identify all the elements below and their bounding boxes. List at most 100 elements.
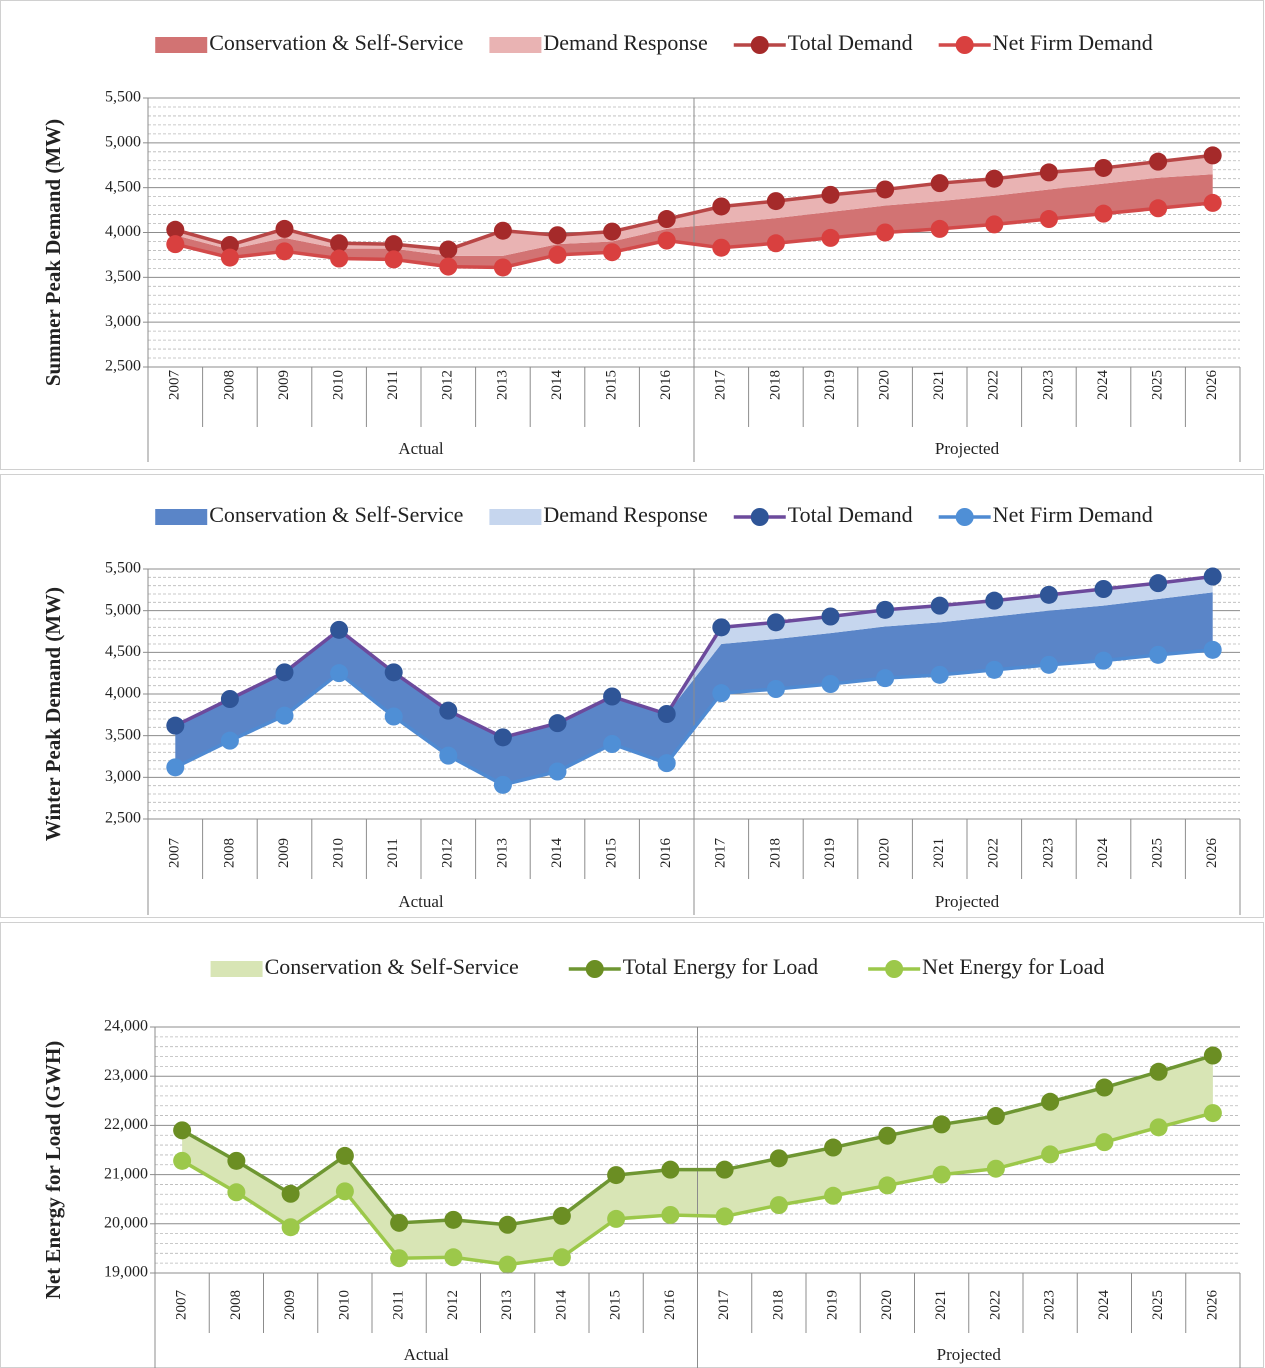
y-tick-label: 5,500 [105,89,141,106]
group-label: Projected [935,439,1000,458]
legend-swatch [155,37,208,53]
marker [173,1151,192,1170]
marker [766,192,785,211]
y-tick-label: 4,000 [105,685,141,702]
marker [1095,1133,1114,1152]
marker [876,223,895,242]
marker [712,618,731,637]
marker [1149,199,1168,218]
marker [1203,146,1222,165]
marker [390,1213,409,1232]
x-tick-label: 2013 [494,370,510,400]
marker [1039,655,1058,674]
marker [1203,193,1222,212]
marker [498,1215,517,1234]
x-tick-label: 2021 [933,1290,949,1320]
marker [769,1149,788,1168]
marker [930,219,949,238]
legend-label: Total Energy for Load [623,954,818,979]
x-tick-label: 2021 [931,838,947,868]
marker [1094,158,1113,177]
marker [493,221,512,240]
x-tick-label: 2011 [385,838,401,867]
x-tick-label: 2010 [331,838,347,868]
marker [766,613,785,632]
legend-label: Conservation & Self-Service [209,30,463,55]
marker [985,215,1004,234]
line [181,1053,1214,1227]
legend-marker [955,36,974,54]
marker [227,1151,246,1170]
marker [275,219,294,238]
marker [330,620,349,639]
marker [603,222,622,241]
legend-swatch [155,509,208,525]
group-label: Projected [935,892,1000,911]
legend-marker [750,36,769,54]
x-tick-label: 2016 [658,370,674,401]
group-label: Actual [398,892,444,911]
y-tick-label: 2,500 [105,358,141,375]
marker [1094,651,1113,670]
marker [1041,1092,1060,1111]
marker [1149,1062,1168,1081]
x-tick-label: 2007 [174,1290,190,1321]
x-tick-label: 2014 [553,1290,569,1321]
legend-marker [885,960,904,978]
y-tick-label: 22,000 [104,1116,148,1133]
x-tick-label: 2021 [931,370,947,400]
marker [824,1138,843,1157]
marker [552,1206,571,1225]
marker [335,1182,354,1201]
marker [1149,1118,1168,1137]
marker [712,238,731,257]
marker [1039,163,1058,182]
marker [930,596,949,615]
line [174,648,1213,787]
marker [657,210,676,229]
marker [715,1207,734,1226]
legend-label: Net Energy for Load [922,954,1104,979]
line [181,1111,1214,1267]
marker [173,1121,192,1140]
legend-label: Conservation & Self-Service [209,502,463,527]
marker [498,1255,517,1274]
legend-label: Net Firm Demand [993,30,1153,55]
marker [1041,1145,1060,1164]
x-tick-label: 2018 [770,1290,786,1320]
y-axis-title: Net Energy for Load (GWH) [41,1041,65,1300]
marker [390,1249,409,1268]
x-tick-label: 2015 [604,370,620,400]
y-tick-label: 3,000 [105,768,141,785]
marker [986,1107,1005,1126]
x-tick-label: 2024 [1096,1290,1112,1321]
x-tick-label: 2017 [716,1290,732,1321]
marker [548,226,567,245]
legend-swatch [210,961,263,977]
marker [930,665,949,684]
x-tick-label: 2009 [276,838,292,868]
marker [548,714,567,733]
x-tick-label: 2012 [445,1290,461,1320]
marker [932,1165,951,1184]
y-tick-label: 2,500 [105,810,141,827]
legend-label: Total Demand [788,30,913,55]
marker [166,716,185,735]
x-tick-label: 2017 [713,370,729,401]
y-tick-label: 23,000 [104,1067,148,1084]
marker [166,235,185,254]
marker [1149,645,1168,664]
legend-marker [750,508,769,526]
legend: Conservation & Self-Service Total Energy … [210,954,1104,979]
legend: Conservation & Self-Service Demand Respon… [155,502,1153,527]
y-tick-label: 24,000 [104,1018,148,1035]
marker [985,660,1004,679]
marker [227,1183,246,1202]
x-tick-label: 2007 [167,838,183,869]
marker [1094,580,1113,598]
marker [275,242,294,261]
marker [548,762,567,781]
x-tick-label: 2008 [221,838,237,868]
group-label: Projected [937,1345,1002,1364]
